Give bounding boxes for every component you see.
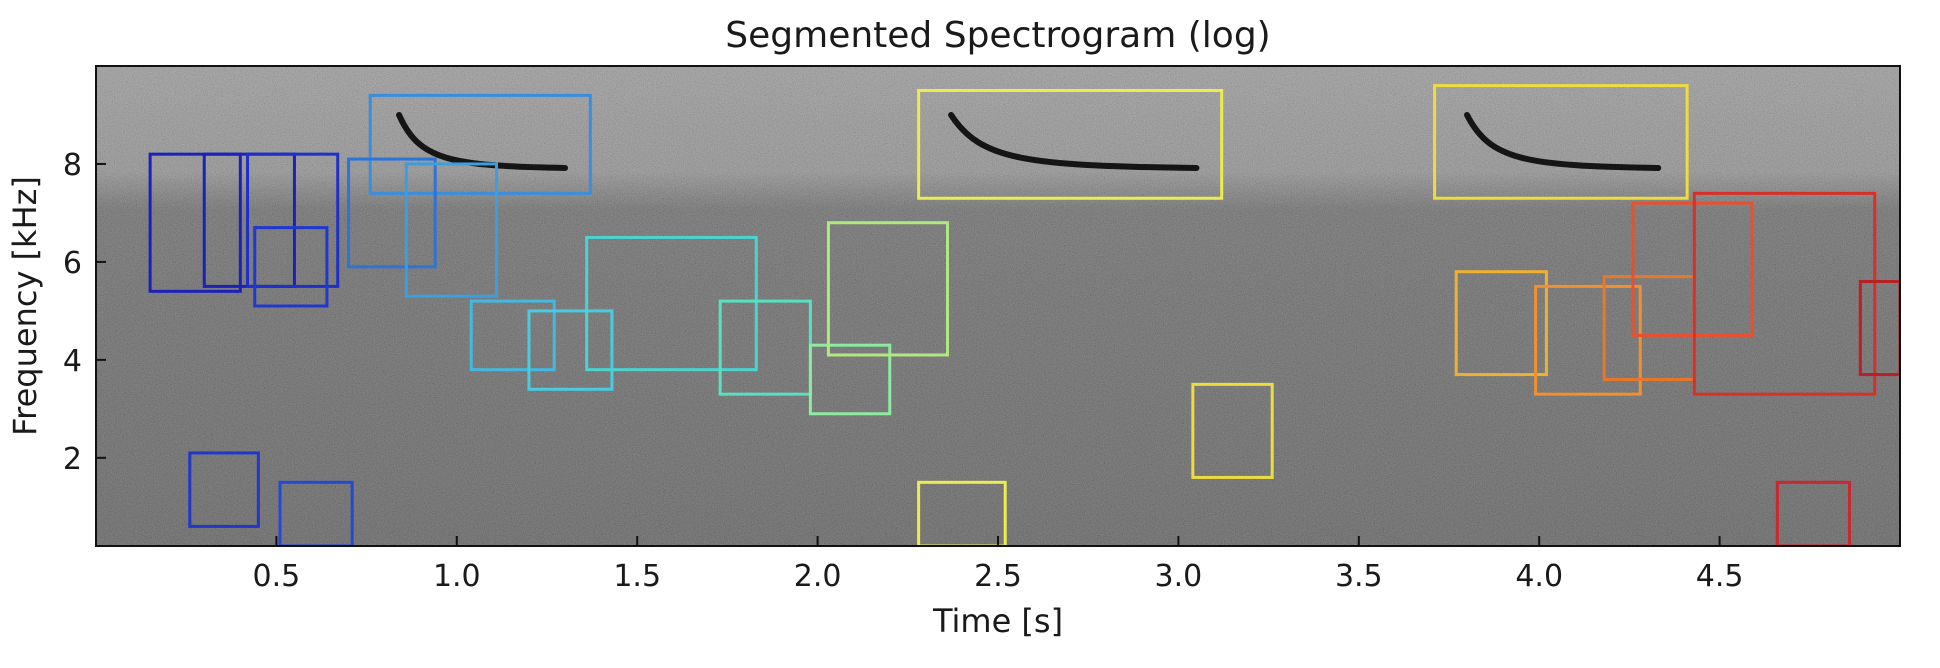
call-trace: [948, 111, 1200, 171]
x-tick-label: 2.5: [974, 559, 1022, 594]
x-axis: 0.5 1.0 1.5 2.0 2.5 3.0 3.5 4.0 4.5: [253, 536, 1744, 594]
y-tick-label: 4: [63, 344, 82, 379]
segment-box-14: [808, 343, 892, 416]
segment-box-17: [917, 480, 1007, 546]
spectrogram-noise: [96, 66, 1900, 546]
segment-box-18: [1191, 382, 1274, 479]
segment-box-7: [368, 93, 592, 195]
segment-box-25: [1775, 480, 1851, 546]
segment-box-5: [188, 451, 260, 528]
x-tick-label: 1.5: [613, 559, 661, 594]
call-trace: [1464, 111, 1662, 171]
segment-box-19: [1433, 84, 1689, 200]
segment-box-3: [246, 152, 340, 288]
y-tick-label: 2: [63, 442, 82, 477]
y-tick-label: 8: [63, 148, 82, 183]
x-tick-label: 4.0: [1515, 559, 1563, 594]
plot-area: [96, 66, 1900, 546]
segment-box-12: [585, 235, 758, 372]
segment-box-15: [826, 221, 949, 357]
x-tick-label: 4.5: [1696, 559, 1744, 594]
segment-boxes: [148, 84, 1900, 546]
x-tick-label: 3.5: [1335, 559, 1383, 594]
y-tick-label: 6: [63, 246, 82, 281]
x-tick-label: 0.5: [253, 559, 301, 594]
segment-box-26: [1858, 280, 1900, 377]
segment-box-20: [1454, 270, 1548, 377]
segment-box-21: [1534, 284, 1642, 396]
segment-box-16: [917, 88, 1224, 200]
chart-title: Segmented Spectrogram (log): [725, 15, 1270, 56]
segment-box-4: [253, 226, 329, 308]
segment-box-24: [1692, 191, 1877, 396]
x-tick-label: 1.0: [433, 559, 481, 594]
segment-box-9: [404, 162, 498, 298]
x-axis-label: Time [s]: [932, 602, 1063, 640]
call-traces: [396, 111, 1662, 171]
segment-box-1: [148, 152, 242, 293]
call-trace: [396, 111, 569, 171]
y-axis: 2 4 6 8: [63, 148, 106, 477]
segment-box-10: [469, 299, 556, 372]
segment-box-8: [347, 157, 437, 269]
segment-box-11: [527, 309, 614, 391]
x-tick-label: 3.0: [1155, 559, 1203, 594]
segment-box-23: [1631, 201, 1754, 337]
y-axis-label: Frequency [kHz]: [6, 176, 44, 436]
x-tick-label: 2.0: [794, 559, 842, 594]
segment-box-6: [278, 480, 354, 546]
